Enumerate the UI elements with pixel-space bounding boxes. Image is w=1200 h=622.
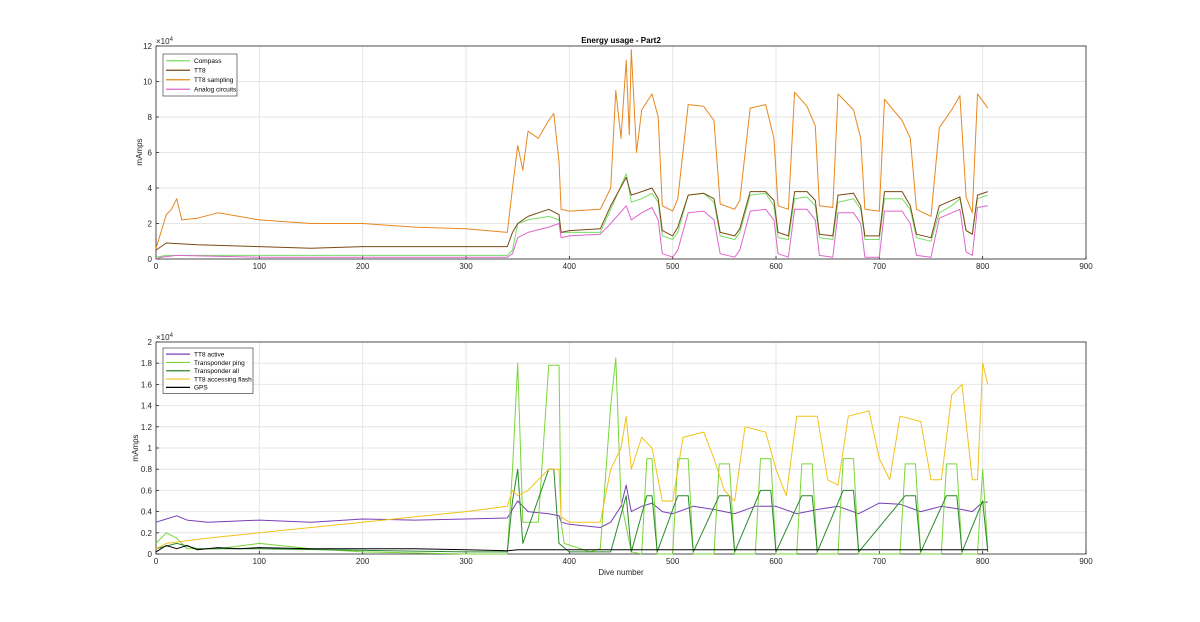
bottom-y-tick-label: 2 (148, 338, 153, 347)
top-x-tick-label: 800 (976, 262, 990, 271)
bottom-axes: 0 100 200 300 400 500 600 700 800 900 0 0.2 0.4 0.6 0.… (131, 333, 1093, 577)
bottom-x-tick-label: 700 (873, 557, 887, 566)
top-y-tick-label: 12 (143, 42, 152, 51)
top-tick-labels: 0 100 200 300 400 500 600 700 800 900 0 2 4 6 8 10 12 (143, 42, 1093, 271)
top-y-tick-label: 10 (143, 78, 152, 87)
top-x-tick-label: 600 (769, 262, 783, 271)
bottom-x-tick-label: 0 (154, 557, 159, 566)
bottom-x-tick-label: 800 (976, 557, 990, 566)
bottom-legend-label-gps: GPS (194, 385, 208, 392)
bottom-y-tick-label: 1.6 (141, 380, 153, 389)
top-x-tick-label: 300 (459, 262, 473, 271)
top-x-tick-label: 100 (253, 262, 267, 271)
bottom-legend-label-tt8-accessing-flash: TT8 accessing flash (194, 376, 252, 383)
top-series-compass (155, 173, 988, 258)
bottom-series-transponder-ping (155, 357, 989, 555)
bottom-series-transponder-all (155, 468, 989, 553)
bottom-tick-labels: 0 100 200 300 400 500 600 700 800 900 0 0.2 0.4 0.6 0.… (141, 338, 1093, 566)
bottom-y-tick-label: 0.8 (141, 465, 153, 474)
bottom-x-tick-label: 100 (253, 557, 267, 566)
bottom-series-lines (155, 357, 989, 555)
top-y-tick-label: 8 (148, 113, 153, 122)
bottom-y-axis-label: mAmps (131, 434, 140, 461)
top-x-tick-label: 900 (1079, 262, 1093, 271)
top-x-tick-label: 0 (154, 262, 159, 271)
bottom-series-tt8-accessing-flash (155, 362, 989, 550)
bottom-y-tick-label: 0.6 (141, 486, 153, 495)
top-series-tt8 (155, 176, 988, 251)
bottom-x-tick-label: 600 (769, 557, 783, 566)
top-y-exponent: ×104 (156, 37, 174, 46)
bottom-series-gps (155, 545, 988, 553)
top-y-tick-label: 6 (148, 149, 153, 158)
top-axes: 0 100 200 300 400 500 600 700 800 900 0 2 4 6 8 10 12 En… (135, 36, 1093, 271)
bottom-x-tick-label: 200 (356, 557, 370, 566)
top-legend-label-analog-circuits: Analog circuits (194, 87, 237, 94)
top-x-tick-label: 500 (666, 262, 680, 271)
top-legend-label-tt8: TT8 (194, 68, 206, 75)
bottom-x-tick-label: 500 (666, 557, 680, 566)
top-y-tick-label: 2 (148, 220, 153, 229)
top-x-tick-label: 400 (563, 262, 577, 271)
bottom-x-tick-label: 400 (563, 557, 577, 566)
bottom-x-tick-label: 900 (1079, 557, 1093, 566)
bottom-y-tick-label: 1.8 (141, 359, 153, 368)
top-series-tt8-sampling (155, 49, 989, 249)
top-y-tick-label: 0 (148, 255, 153, 264)
bottom-y-tick-label: 1.2 (141, 423, 153, 432)
bottom-x-tick-label: 300 (459, 557, 473, 566)
top-x-tick-label: 700 (873, 262, 887, 271)
top-legend-label-tt8-sampling: TT8 sampling (194, 77, 234, 84)
top-chart-title: Energy usage - Part2 (581, 36, 661, 45)
bottom-y-tick-label: 1 (148, 444, 153, 453)
bottom-series-tt8-active (155, 484, 988, 528)
bottom-y-tick-label: 0.4 (141, 508, 153, 517)
bottom-y-tick-label: 0.2 (141, 529, 153, 538)
top-series-lines (155, 49, 989, 260)
top-legend: Compass TT8 TT8 sampling Analog circuits (162, 53, 238, 97)
top-x-tick-label: 200 (356, 262, 370, 271)
bottom-legend-label-tt8-active: TT8 active (194, 351, 225, 358)
top-y-tick-label: 4 (148, 184, 153, 193)
bottom-y-tick-label: 0 (148, 550, 153, 559)
top-y-axis-label: mAmps (135, 138, 144, 165)
bottom-x-axis-label: Dive number (598, 568, 644, 577)
bottom-y-exponent: ×104 (156, 333, 174, 342)
bottom-legend-label-transponder-ping: Transponder ping (194, 360, 245, 367)
top-legend-label-compass: Compass (194, 58, 222, 65)
bottom-legend-label-transponder-all: Transponder all (194, 368, 239, 375)
bottom-y-tick-label: 1.4 (141, 402, 153, 411)
top-series-analog-circuits (155, 205, 988, 260)
